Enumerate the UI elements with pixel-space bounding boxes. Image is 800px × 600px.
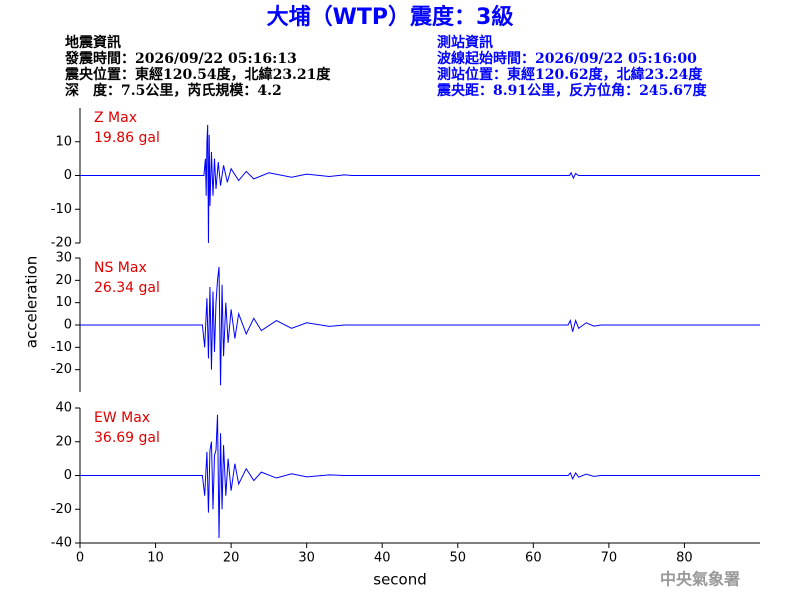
x-axis-label: second — [373, 571, 427, 589]
watermark: 中央氣象署 — [660, 570, 740, 589]
max-name: NS Max — [94, 260, 147, 276]
x-tick-label: 0 — [76, 551, 84, 566]
info-left: 震央位置：東經120.54度，北緯23.21度 — [64, 66, 331, 83]
y-axis-label: acceleration — [23, 256, 41, 348]
x-tick-label: 10 — [147, 551, 164, 566]
info-right: 測站資訊 — [437, 34, 493, 51]
y-tick-label: 0 — [64, 318, 72, 333]
info-right: 測站位置：東經120.62度，北緯23.24度 — [437, 66, 703, 83]
y-tick-label: 0 — [64, 168, 72, 183]
y-tick-label: 10 — [55, 134, 72, 149]
max-name: EW Max — [94, 410, 150, 426]
max-name: Z Max — [94, 110, 137, 126]
y-tick-label: -10 — [51, 202, 72, 217]
x-tick-label: 60 — [525, 551, 542, 566]
info-left: 地震資訊 — [65, 34, 121, 51]
info-left: 深 度：7.5公里，芮氏規模：4.2 — [65, 82, 282, 99]
y-tick-label: -20 — [51, 362, 72, 377]
y-tick-label: 10 — [55, 295, 72, 310]
y-tick-label: 20 — [55, 273, 72, 288]
x-tick-label: 80 — [676, 551, 693, 566]
y-tick-label: -40 — [51, 536, 72, 551]
x-tick-label: 20 — [223, 551, 240, 566]
y-tick-label: 40 — [55, 401, 72, 416]
y-tick-label: -20 — [51, 236, 72, 251]
info-right: 震央距：8.91公里，反方位角：245.67度 — [436, 82, 708, 99]
info-right: 波線起始時間：2026/09/22 05:16:00 — [437, 50, 697, 67]
title: 大埔（WTP）震度：3級 — [267, 4, 514, 30]
y-tick-label: 30 — [55, 251, 72, 266]
y-tick-label: 0 — [64, 468, 72, 483]
waveform — [80, 124, 760, 244]
y-tick-label: 20 — [55, 434, 72, 449]
info-left: 發震時間：2026/09/22 05:16:13 — [64, 50, 297, 67]
y-tick-label: -20 — [51, 502, 72, 517]
x-tick-label: 30 — [298, 551, 315, 566]
max-value: 36.69 gal — [94, 430, 160, 446]
x-tick-label: 70 — [601, 551, 618, 566]
x-tick-label: 50 — [450, 551, 467, 566]
waveform — [80, 414, 760, 538]
x-tick-label: 40 — [374, 551, 391, 566]
y-tick-label: -10 — [51, 340, 72, 355]
max-value: 19.86 gal — [94, 130, 160, 146]
max-value: 26.34 gal — [94, 280, 160, 296]
waveform — [80, 266, 760, 386]
